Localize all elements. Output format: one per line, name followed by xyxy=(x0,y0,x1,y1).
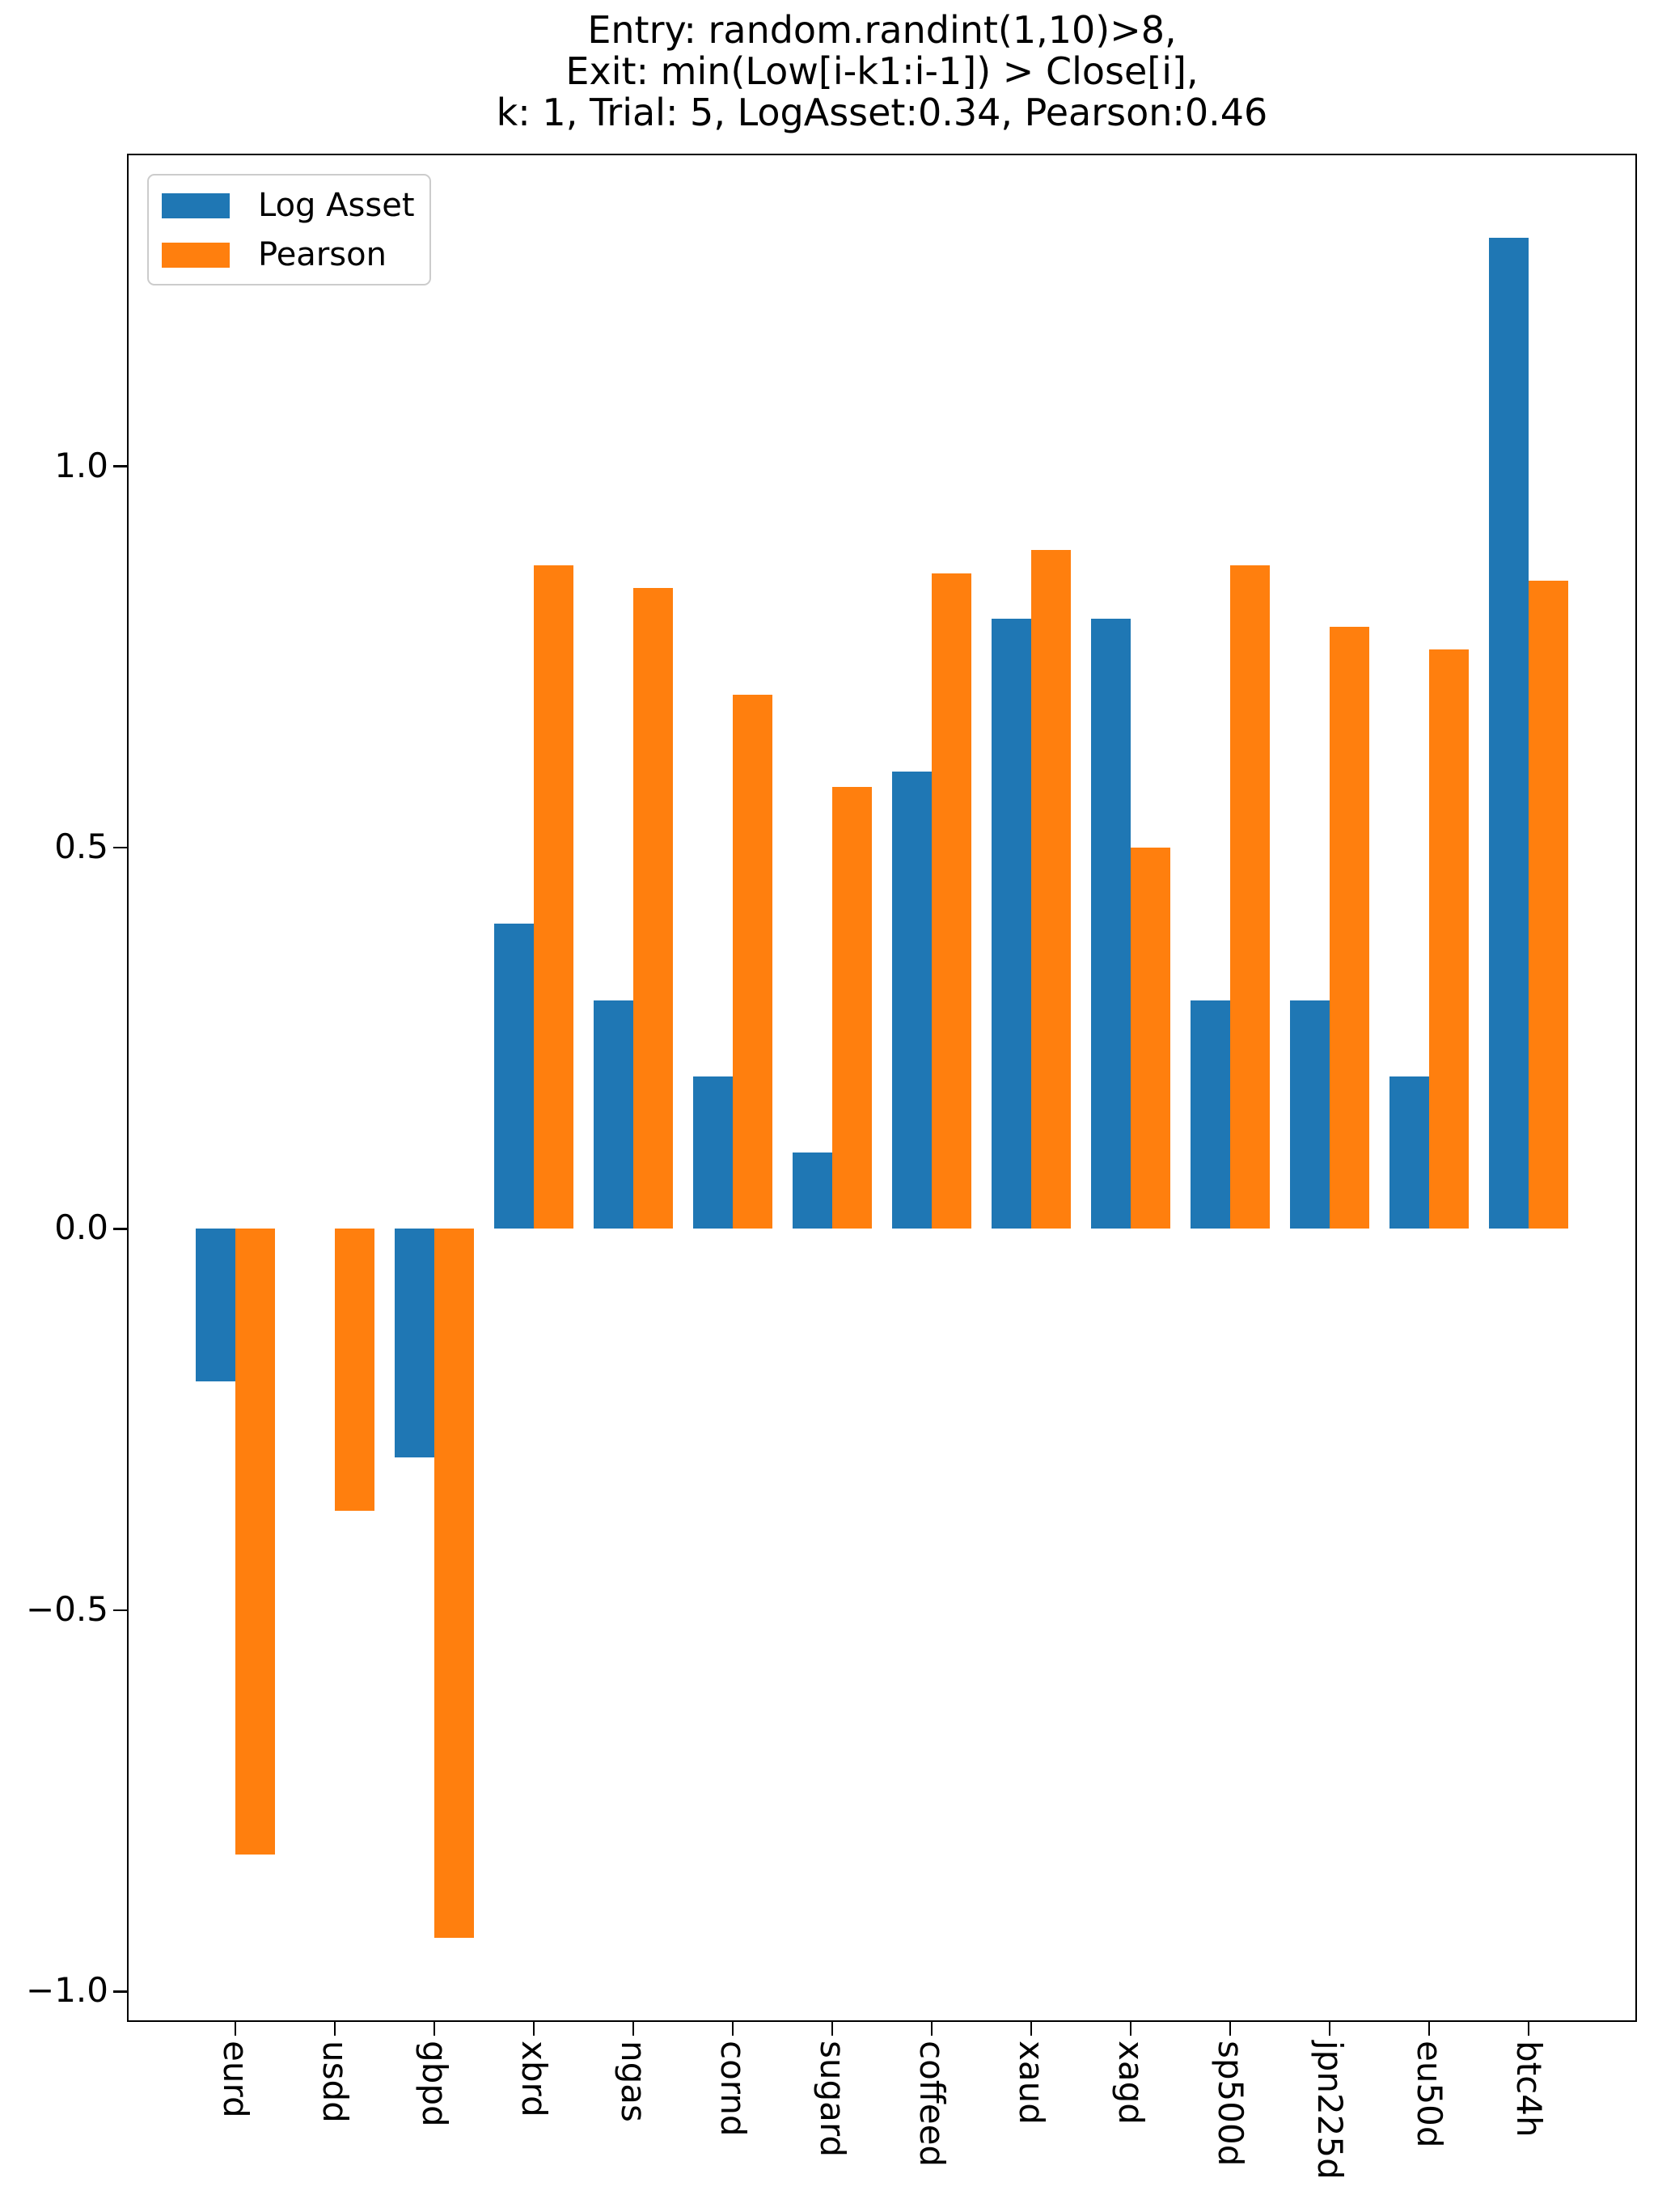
bar-pearson-gbpd xyxy=(434,1229,475,1939)
plot-area xyxy=(127,154,1637,2022)
legend-item-log-asset: Log Asset xyxy=(162,189,415,222)
bar-log-asset-xagd xyxy=(1090,619,1131,1229)
chart-title: Entry: random.randint(1,10)>8, Exit: min… xyxy=(127,10,1637,133)
x-tick xyxy=(333,2022,336,2036)
x-tick xyxy=(731,2022,734,2036)
x-tick-label-gbpd: gbpd xyxy=(415,2041,455,2127)
bar-pearson-eurd xyxy=(235,1229,276,1855)
bar-pearson-xbrd xyxy=(534,565,574,1229)
bar-log-asset-ngas xyxy=(593,1000,633,1229)
bar-pearson-xaud xyxy=(1030,550,1072,1229)
bar-log-asset-btc4h xyxy=(1488,237,1529,1229)
x-tick-label-sp500d: sp500d xyxy=(1210,2041,1250,2167)
x-tick xyxy=(930,2022,933,2036)
chart-title-line-2: Exit: min(Low[i-k1:i-1]) > Close[i], xyxy=(565,49,1199,93)
bar-log-asset-cornd xyxy=(692,1076,733,1229)
x-tick xyxy=(1030,2022,1033,2036)
legend-item-pearson: Pearson xyxy=(162,236,387,273)
x-tick xyxy=(1328,2022,1331,2036)
y-tick-label: 0.0 xyxy=(54,1208,108,1248)
x-tick xyxy=(1229,2022,1232,2036)
bar-pearson-cornd xyxy=(733,695,773,1229)
y-tick xyxy=(113,1609,127,1612)
bar-pearson-jpn225d xyxy=(1329,626,1370,1229)
bar-pearson-sugard xyxy=(832,786,873,1229)
x-tick-label-coffeed: coffeed xyxy=(911,2041,952,2168)
x-tick xyxy=(831,2022,834,2036)
y-tick-label: −1.0 xyxy=(26,1970,108,2011)
bar-log-asset-jpn225d xyxy=(1289,1000,1330,1229)
legend-swatch-pearson xyxy=(162,242,230,268)
bar-pearson-coffeed xyxy=(931,573,972,1229)
y-tick xyxy=(113,846,127,849)
y-tick-label: 1.0 xyxy=(54,445,108,485)
bar-pearson-usdd xyxy=(335,1229,375,1512)
legend: Log Asset Pearson xyxy=(147,174,431,285)
bar-pearson-ngas xyxy=(633,588,674,1229)
y-tick xyxy=(113,1228,127,1230)
bar-log-asset-sugard xyxy=(792,1153,832,1229)
x-tick-label-xaud: xaud xyxy=(1011,2041,1051,2125)
x-tick xyxy=(1427,2022,1431,2036)
bar-pearson-xagd xyxy=(1130,848,1171,1229)
x-tick xyxy=(632,2022,635,2036)
x-tick-label-sugard: sugard xyxy=(813,2041,852,2158)
y-tick-label: 0.5 xyxy=(54,827,108,866)
chart-title-line-3: k: 1, Trial: 5, LogAsset:0.34, Pearson:0… xyxy=(496,91,1268,134)
bar-log-asset-xbrd xyxy=(493,924,535,1229)
x-tick xyxy=(532,2022,535,2036)
legend-label-pearson: Pearson xyxy=(258,236,387,273)
x-tick-label-eu50d: eu50d xyxy=(1409,2041,1449,2148)
bar-log-asset-gbpd xyxy=(394,1229,435,1458)
bar-pearson-eu50d xyxy=(1428,649,1470,1229)
x-tick-label-btc4h: btc4h xyxy=(1508,2041,1549,2138)
y-tick-label: −0.5 xyxy=(26,1588,108,1629)
x-tick xyxy=(1527,2022,1530,2036)
chart-title-line-1: Entry: random.randint(1,10)>8, xyxy=(587,8,1177,52)
y-tick xyxy=(113,465,127,467)
x-tick-label-xagd: xagd xyxy=(1110,2041,1151,2125)
bar-log-asset-eurd xyxy=(195,1229,236,1381)
bar-log-asset-coffeed xyxy=(891,771,932,1229)
bar-pearson-btc4h xyxy=(1528,581,1569,1229)
legend-swatch-log-asset xyxy=(162,192,230,218)
x-tick xyxy=(1129,2022,1132,2036)
x-tick xyxy=(433,2022,436,2036)
x-tick-label-jpn225d: jpn225d xyxy=(1309,2041,1350,2180)
bar-log-asset-xaud xyxy=(991,619,1031,1229)
bar-pearson-sp500d xyxy=(1229,565,1271,1229)
bar-log-asset-eu50d xyxy=(1389,1076,1429,1229)
x-tick xyxy=(234,2022,237,2036)
x-tick-label-eurd: eurd xyxy=(216,2041,256,2118)
bar-log-asset-sp500d xyxy=(1190,1000,1230,1229)
x-tick-label-xbrd: xbrd xyxy=(514,2041,555,2117)
x-tick-label-cornd: cornd xyxy=(713,2041,753,2137)
y-tick xyxy=(113,1990,127,1993)
x-tick-label-ngas: ngas xyxy=(614,2041,654,2122)
legend-label-log-asset: Log Asset xyxy=(258,187,415,224)
x-tick-label-usdd: usdd xyxy=(315,2041,356,2123)
